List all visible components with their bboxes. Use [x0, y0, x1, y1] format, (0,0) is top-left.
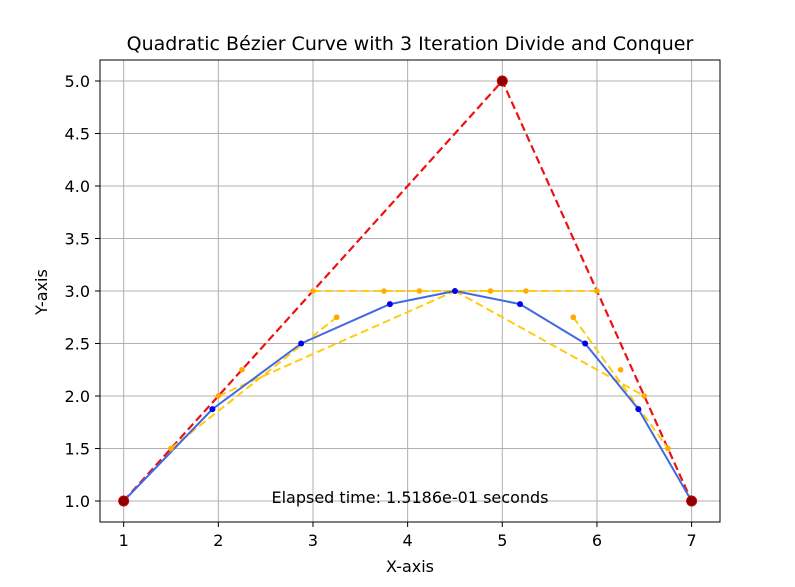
x-tick-label: 7 [687, 531, 697, 550]
curve-point-marker [209, 406, 216, 413]
control-point-marker [686, 495, 698, 507]
grid [100, 60, 720, 522]
construction-endpoint-marker [594, 288, 600, 294]
construction-line [572, 316, 669, 450]
axis-ticks: 1 2 3 4 5 6 7 1.0 1.5 2.0 2.5 3.0 3.5 4.0 4.5 5.0 [65, 72, 697, 550]
y-axis-label: Y-axis [32, 269, 51, 316]
y-tick-label: 4.5 [65, 125, 90, 144]
construction-endpoint-marker [641, 393, 648, 399]
construction-point-marker [239, 366, 245, 373]
x-tick-label: 1 [119, 531, 129, 550]
x-axis-label: X-axis [386, 557, 434, 576]
x-tick-label: 4 [403, 531, 413, 550]
curve-point-marker [517, 301, 524, 308]
y-tick-label: 2.5 [65, 335, 90, 354]
x-tick-label: 6 [592, 531, 602, 550]
curve-point-marker [635, 406, 642, 413]
curve-point-marker [451, 288, 458, 294]
y-tick-label: 1.0 [65, 492, 90, 511]
markers [118, 75, 698, 507]
chart-title: Quadratic Bézier Curve with 3 Iteration … [127, 33, 694, 55]
elapsed-time-annotation: Elapsed time: 1.5186e-01 seconds [271, 488, 548, 507]
construction-point-marker [487, 288, 494, 294]
curve-point-marker [582, 340, 589, 347]
construction-endpoint-marker [215, 393, 222, 399]
construction-point-marker [570, 314, 577, 321]
construction-endpoint-marker [523, 288, 529, 294]
y-tick-label: 1.5 [65, 440, 90, 459]
construction-point-marker [665, 445, 671, 452]
construction-endpoint-marker [310, 288, 316, 294]
y-tick-label: 2.0 [65, 387, 90, 406]
x-tick-label: 5 [497, 531, 507, 550]
construction-point-marker [617, 366, 624, 373]
y-tick-label: 5.0 [65, 72, 90, 91]
curve-point-marker [298, 340, 305, 347]
y-tick-label: 4.0 [65, 177, 90, 196]
y-tick-label: 3.0 [65, 282, 90, 301]
construction-point-marker [416, 288, 423, 294]
construction-point-marker [333, 314, 340, 321]
construction-endpoint-marker [381, 288, 387, 294]
control-point-marker [496, 75, 508, 87]
curve-point-marker [386, 301, 393, 308]
x-tick-label: 3 [308, 531, 318, 550]
x-tick-label: 2 [213, 531, 223, 550]
construction-point-marker [168, 445, 174, 452]
y-tick-label: 3.5 [65, 230, 90, 249]
control-point-marker [118, 495, 130, 507]
